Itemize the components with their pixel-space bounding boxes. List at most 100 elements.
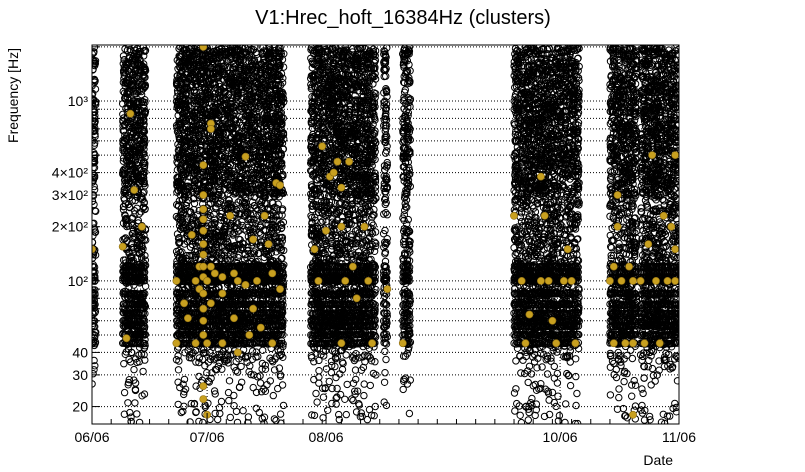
cluster-point — [276, 410, 285, 418]
cluster-point — [141, 262, 149, 270]
cluster-point — [129, 118, 137, 127]
cluster-point — [133, 410, 141, 418]
cluster-point — [135, 49, 143, 58]
cluster-point — [92, 263, 99, 271]
cluster-point — [129, 129, 138, 138]
cluster-point — [134, 54, 142, 62]
cluster-point — [128, 160, 137, 169]
cluster-point — [129, 248, 137, 256]
plot-area — [92, 45, 679, 424]
cluster-point — [135, 232, 144, 240]
cluster-point — [128, 82, 136, 90]
cluster-point — [141, 309, 149, 318]
cluster-point — [141, 64, 149, 72]
cluster-point — [122, 104, 130, 112]
cluster-point — [121, 216, 130, 224]
cluster-point — [133, 193, 141, 201]
cluster-point — [201, 362, 209, 370]
cluster-point — [132, 121, 140, 129]
cluster-point — [128, 230, 137, 238]
cluster-point — [225, 396, 233, 405]
cluster-point — [237, 362, 245, 371]
cluster-point — [128, 235, 137, 243]
cluster-point — [174, 366, 183, 374]
cluster-point — [136, 339, 144, 347]
cluster-point — [120, 410, 129, 418]
cluster-point — [133, 88, 141, 96]
cluster-point — [141, 83, 149, 92]
cluster-point — [92, 141, 98, 149]
cluster-point — [92, 362, 99, 370]
cluster-point — [92, 286, 99, 294]
cluster-point — [279, 401, 288, 410]
cluster-point — [139, 170, 148, 178]
cluster-point — [123, 46, 132, 54]
cluster-point — [125, 249, 133, 257]
cluster-point — [125, 376, 134, 384]
cluster-point — [92, 173, 99, 182]
cluster-point — [120, 360, 128, 368]
cluster-point — [199, 418, 207, 424]
cluster-point — [269, 391, 277, 400]
cluster-point — [139, 139, 148, 147]
cluster-point — [217, 397, 226, 406]
cluster-point — [140, 300, 149, 308]
cluster-point — [125, 96, 133, 104]
cluster-point — [133, 142, 141, 151]
cluster-point — [119, 146, 127, 155]
cluster-point — [270, 415, 279, 423]
cluster-point — [141, 339, 149, 348]
cluster-point — [211, 409, 219, 418]
cluster-point — [92, 108, 99, 116]
cluster-point — [92, 89, 97, 98]
cluster-point — [140, 331, 149, 339]
cluster-point — [92, 58, 99, 66]
cluster-point — [136, 47, 145, 56]
cluster-point — [92, 300, 99, 309]
cluster-point — [126, 408, 134, 417]
cluster-point — [125, 54, 134, 62]
cluster-point — [133, 358, 141, 367]
cluster-point — [120, 202, 128, 211]
cluster-point — [140, 344, 149, 352]
cluster-point — [134, 149, 143, 157]
cluster-point — [140, 163, 149, 172]
cluster-point — [123, 132, 131, 140]
cluster-point — [129, 165, 137, 173]
cluster-point — [278, 381, 287, 389]
cluster-point — [134, 178, 142, 186]
cluster-point — [92, 289, 99, 298]
cluster-point — [123, 180, 131, 189]
cluster-point — [120, 388, 129, 397]
cluster-point — [136, 263, 144, 271]
cluster-point — [142, 236, 150, 244]
cluster-point — [119, 139, 127, 147]
cluster-point — [92, 310, 98, 318]
cluster-point — [138, 97, 147, 106]
cluster-point — [129, 97, 138, 105]
cluster-point — [141, 322, 149, 331]
cluster-point — [129, 70, 137, 79]
cluster-point — [137, 208, 145, 216]
cluster-point — [140, 317, 149, 325]
cluster-point — [131, 386, 140, 395]
cluster-point — [132, 84, 140, 92]
cluster-point — [125, 154, 134, 163]
cluster-point — [141, 356, 149, 364]
cluster-point — [132, 50, 141, 58]
cluster-point — [140, 108, 149, 116]
cluster-point — [214, 415, 222, 424]
cluster-point — [121, 164, 130, 173]
cluster-point — [130, 365, 138, 374]
cluster-point — [136, 179, 144, 188]
cluster-point — [141, 289, 149, 298]
cluster-point — [122, 220, 131, 229]
cluster-point — [224, 388, 233, 397]
cluster-point — [92, 254, 97, 262]
cluster-point — [92, 157, 98, 165]
cluster-point — [140, 140, 149, 149]
cluster-point — [92, 139, 99, 147]
cluster-point — [92, 105, 98, 113]
cluster-point — [141, 251, 149, 260]
cluster-point — [134, 59, 143, 67]
